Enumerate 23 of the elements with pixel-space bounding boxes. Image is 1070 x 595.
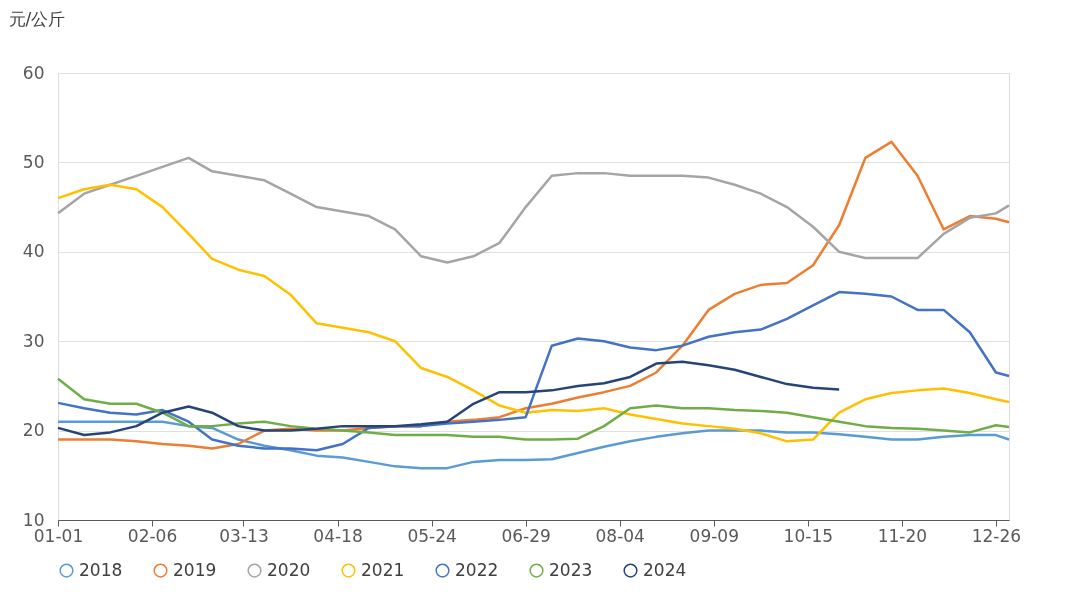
y-tick-label: 40 [22, 241, 45, 262]
y-tick-label: 30 [22, 330, 45, 351]
x-tick-label: 03-13 [219, 525, 269, 546]
legend-label: 2019 [173, 559, 217, 580]
legend-label: 2022 [455, 559, 499, 580]
x-tick-label: 11-20 [877, 525, 928, 546]
x-tick-label: 09-09 [689, 525, 739, 546]
x-tick-label: 08-04 [595, 525, 645, 546]
x-tick-label: 04-18 [313, 525, 363, 546]
y-tick-label: 60 [22, 62, 45, 83]
legend-label: 2024 [643, 559, 687, 580]
legend-label: 2023 [549, 559, 593, 580]
x-tick-label: 10-15 [783, 525, 834, 546]
legend-label: 2018 [79, 559, 123, 580]
x-tick-label: 06-29 [501, 525, 551, 546]
y-tick-label: 50 [22, 151, 45, 172]
x-tick-label: 12-26 [971, 525, 1022, 546]
legend-label: 2021 [361, 559, 405, 580]
y-tick-label: 20 [22, 420, 45, 441]
y-axis-title: 元/公斤 [8, 8, 66, 29]
x-tick-label: 02-06 [127, 525, 178, 546]
x-tick-label: 05-24 [407, 525, 457, 546]
legend-label: 2020 [267, 559, 311, 580]
